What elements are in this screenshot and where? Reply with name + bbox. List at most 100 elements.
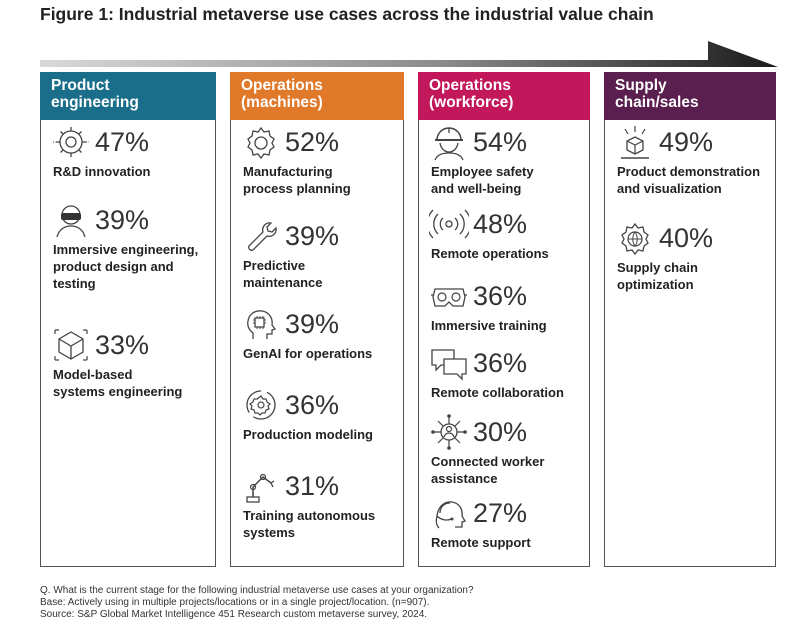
- use-case-label-line: optimization: [617, 277, 694, 292]
- use-case-percentage: 39%: [95, 204, 150, 235]
- use-case-label-line: systems: [243, 525, 296, 540]
- robot-arm-icon: [241, 467, 281, 505]
- use-case-label: GenAI for operations: [241, 345, 399, 362]
- use-case-percentage: 33%: [95, 329, 150, 360]
- use-case-label-line: process planning: [243, 181, 351, 196]
- column-operations-machines: Operations (machines) 52% Manufacturing proc…: [230, 72, 404, 567]
- use-case-percentage: 27%: [473, 497, 528, 528]
- use-case-item: 36% Remote collaboration: [429, 344, 585, 401]
- use-case-label-line: Supply chain: [617, 260, 698, 275]
- use-case-label: Product demonstration and visualization: [615, 163, 771, 197]
- use-case-percentage: 30%: [473, 416, 528, 447]
- use-case-percentage: 48%: [473, 208, 528, 239]
- use-case-percentage: 40%: [659, 222, 714, 253]
- use-case-label: Production modeling: [241, 426, 399, 443]
- footnote-source: Source: S&P Global Market Intelligence 4…: [40, 609, 428, 620]
- use-case-item: 27% Remote support: [429, 494, 585, 551]
- use-case-label-line: R&D innovation: [53, 164, 151, 179]
- use-case-item: 39% Predictive maintenance: [241, 217, 399, 291]
- column-operations-workforce: Operations (workforce) 54% Employee safety a…: [418, 72, 590, 567]
- use-case-label-line: GenAI for operations: [243, 346, 373, 361]
- use-case-percentage: 49%: [659, 126, 714, 157]
- column-header-line: Operations: [429, 77, 511, 94]
- use-case-label-line: Connected worker: [431, 454, 545, 469]
- use-case-item: 31% Training autonomous systems: [241, 467, 399, 541]
- headset-support-icon: [429, 494, 469, 532]
- use-case-label-line: systems engineering: [53, 384, 183, 399]
- use-case-label: Remote operations: [429, 245, 585, 262]
- column-header-line: Supply: [615, 77, 667, 94]
- use-case-label: Model-based systems engineering: [51, 366, 211, 400]
- use-case-label-line: Immersive training: [431, 318, 547, 333]
- use-case-label-line: and visualization: [617, 181, 722, 196]
- gear-cycle-icon: [241, 386, 281, 424]
- connected-worker-icon: [429, 413, 469, 451]
- use-case-item: 36% Immersive training: [429, 277, 585, 334]
- use-case-percentage: 39%: [285, 220, 340, 251]
- use-case-percentage: 36%: [473, 347, 528, 378]
- use-case-label: Remote collaboration: [429, 384, 585, 401]
- use-case-label-line: Employee safety: [431, 164, 534, 179]
- use-case-label-line: Predictive: [243, 258, 306, 273]
- use-case-percentage: 31%: [285, 470, 340, 501]
- use-case-label: R&D innovation: [51, 163, 211, 180]
- use-case-item: 30% Connected worker assistance: [429, 413, 585, 487]
- use-case-label-line: and well-being: [431, 181, 522, 196]
- column-header-line: Product: [51, 77, 110, 94]
- use-case-item: 54% Employee safety and well-being: [429, 123, 585, 197]
- use-case-percentage: 52%: [285, 126, 340, 157]
- column-header: Operations (workforce): [418, 72, 590, 120]
- use-case-item: 49% Product demonstration and visualizatio…: [615, 123, 771, 197]
- use-case-label-line: Remote collaboration: [431, 385, 564, 400]
- use-case-label: Immersive training: [429, 317, 585, 334]
- use-case-item: 33% Model-based systems engineering: [51, 326, 211, 400]
- use-case-label: Connected worker assistance: [429, 453, 585, 487]
- use-case-percentage: 36%: [285, 389, 340, 420]
- use-case-item: 52% Manufacturing process planning: [241, 123, 399, 197]
- column-header: Supply chain/sales: [604, 72, 776, 120]
- use-case-label: Immersive engineering, product design and…: [51, 241, 211, 292]
- use-case-item: 39% GenAI for operations: [241, 305, 399, 362]
- use-case-percentage: 36%: [473, 280, 528, 311]
- value-chain-arrow: [40, 41, 778, 67]
- gear-icon: [241, 123, 281, 161]
- use-case-percentage: 39%: [285, 308, 340, 339]
- use-case-percentage: 54%: [473, 126, 528, 157]
- use-case-label: Remote support: [429, 534, 585, 551]
- hard-hat-worker-icon: [429, 123, 469, 161]
- gear-globe-icon: [615, 219, 655, 257]
- ai-head-chip-icon: [241, 305, 281, 343]
- use-case-label-line: Production modeling: [243, 427, 373, 442]
- use-case-item: 48% Remote operations: [429, 205, 585, 262]
- vr-goggles-icon: [429, 277, 469, 315]
- use-case-item: 40% Supply chain optimization: [615, 219, 771, 293]
- column-header-line: chain/sales: [615, 94, 699, 111]
- use-case-item: 39% Immersive engineering, product design …: [51, 201, 211, 292]
- use-case-percentage: 47%: [95, 126, 150, 157]
- column-header: Product engineering: [40, 72, 216, 120]
- use-case-label: Supply chain optimization: [615, 259, 771, 293]
- column-header-line: (workforce): [429, 94, 514, 111]
- column-supply-chain-sales: Supply chain/sales 49% Product demonstratio…: [604, 72, 776, 567]
- use-case-label: Training autonomous systems: [241, 507, 399, 541]
- use-case-label: Manufacturing process planning: [241, 163, 399, 197]
- use-case-label-line: Remote operations: [431, 246, 549, 261]
- use-case-label: Predictive maintenance: [241, 257, 399, 291]
- gear-circuit-icon: [51, 123, 91, 161]
- vr-headset-person-icon: [51, 201, 91, 239]
- column-header: Operations (machines): [230, 72, 404, 120]
- use-case-label-line: Training autonomous: [243, 508, 376, 523]
- footnote-base: Base: Actively using in multiple project…: [40, 597, 430, 608]
- hologram-box-icon: [615, 123, 655, 161]
- use-case-label-line: testing: [53, 276, 96, 291]
- use-case-label-line: Product demonstration: [617, 164, 761, 179]
- use-case-label-line: Immersive engineering,: [53, 242, 199, 257]
- figure-title: Figure 1: Industrial metaverse use cases…: [40, 4, 654, 24]
- footnote-question: Q. What is the current stage for the fol…: [40, 585, 474, 596]
- use-case-label-line: Remote support: [431, 535, 531, 550]
- use-case-label-line: Manufacturing: [243, 164, 333, 179]
- footnotes: Q. What is the current stage for the fol…: [40, 585, 474, 621]
- column-header-line: Operations: [241, 77, 323, 94]
- wrench-icon: [241, 217, 281, 255]
- cube-model-icon: [51, 326, 91, 364]
